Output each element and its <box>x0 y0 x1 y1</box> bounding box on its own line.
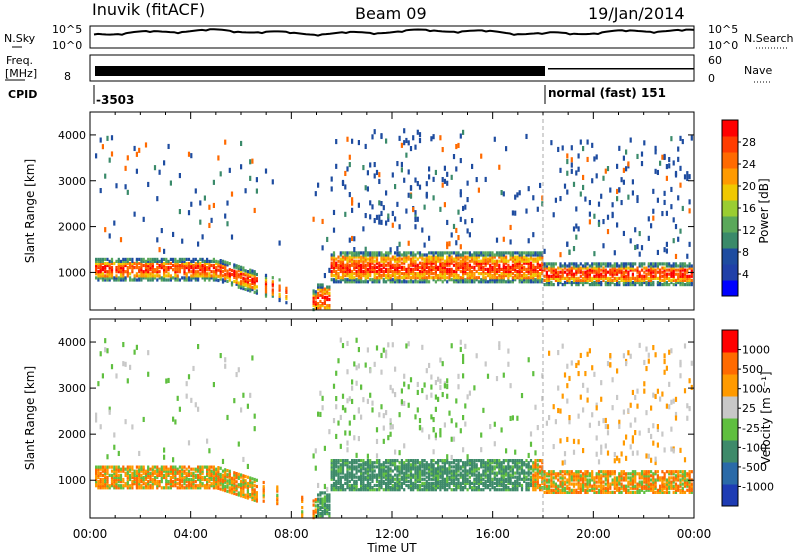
x-tick-label: 16:00 <box>475 527 510 541</box>
nsky-label: N.Sky <box>4 32 36 45</box>
colorbar-tick-label: 24 <box>742 158 756 171</box>
colorbar-tick-label: 8 <box>742 246 749 259</box>
colorbar-tick-label: 500 <box>742 363 763 376</box>
x-tick-label: 20:00 <box>576 527 611 541</box>
colorbar-tick-label: -25 <box>742 422 760 435</box>
cpid-right: normal (fast) 151 <box>548 86 666 100</box>
y-tick-label: 1000 <box>58 266 86 279</box>
nave-label: Nave <box>744 64 772 77</box>
colorbar-segment <box>722 374 738 397</box>
colorbar-tick-label: 20 <box>742 180 756 193</box>
station-title: Inuvik (fitACF) <box>92 0 205 19</box>
velocity-colorbar: 1000 500 100 25 -25 -100 -500 -1000 <box>721 329 774 507</box>
y-tick-label: 2000 <box>58 221 86 234</box>
x-tick-label: 04:00 <box>173 527 208 541</box>
colorbar-segment <box>722 216 738 233</box>
y-tick-label: 2000 <box>58 428 86 441</box>
power-data <box>95 112 693 312</box>
nave-tick-top: 60 <box>708 54 722 67</box>
y-tick-label: 1000 <box>58 474 86 487</box>
colorbar-segment <box>722 184 738 201</box>
colorbar-tick-label: 4 <box>742 268 749 281</box>
colorbar-segment <box>722 232 738 249</box>
freq-label-1: Freq. <box>6 54 33 67</box>
velocity-ylabel: Slant Range [km] <box>23 366 37 470</box>
nave-tick-bottom: 0 <box>708 72 715 85</box>
nsky-tick-top: 10^5 <box>52 23 82 36</box>
colorbar-segment <box>722 136 738 153</box>
y-tick-label: 4000 <box>58 336 86 349</box>
colorbar-tick-label: 25 <box>742 402 756 415</box>
cpid-row: CPID -3503 normal (fast) 151 <box>8 85 666 107</box>
colorbar-segment <box>722 152 738 169</box>
power-colorbar-label: Power [dB] <box>757 178 771 243</box>
nsky-panel: N.Sky 10^5 10^0 10^5 10^0 N.Search <box>4 23 794 52</box>
velocity-colorbar-label: Velocity [m s⁻¹] <box>759 371 773 464</box>
freq-panel: Freq. [MHz] 8 60 0 Nave <box>5 54 772 85</box>
colorbar-segment <box>722 352 738 375</box>
freq-label-2: [MHz] <box>5 67 37 80</box>
date-title: 19/Jan/2014 <box>588 4 685 23</box>
nsky-trace <box>93 28 695 37</box>
cpid-left: -3503 <box>96 93 134 107</box>
velocity-x-ticks <box>89 319 695 518</box>
freq-trace-left <box>95 66 545 76</box>
colorbar-tick-label: 28 <box>742 136 756 149</box>
y-tick-label: 3000 <box>58 382 86 395</box>
colorbar-segment <box>722 120 738 137</box>
power-colorbar: 28 24 20 16 12 8 4 <box>721 119 756 297</box>
nsky-tick-bottom: 10^0 <box>52 39 82 52</box>
colorbar-segment <box>722 418 738 441</box>
colorbar-tick-label: 12 <box>742 224 756 237</box>
freq-trace-right <box>548 68 694 70</box>
colorbar-segment <box>722 396 738 419</box>
x-axis-title: Time UT <box>366 541 417 554</box>
x-tick-label: 12:00 <box>375 527 410 541</box>
colorbar-tick-label: 100 <box>742 383 763 396</box>
nsearch-tick-top: 10^5 <box>708 23 738 36</box>
velocity-data <box>95 319 693 520</box>
x-tick-label: 00:00 <box>73 527 108 541</box>
colorbar-tick-label: -1000 <box>742 480 774 493</box>
power-panel: 4000 3000 2000 1000 Slant Range [km] 28 24 20… <box>23 111 771 312</box>
power-ylabel: Slant Range [km] <box>23 159 37 263</box>
x-tick-label: 00:00 <box>677 527 712 541</box>
power-y-axis: 4000 3000 2000 1000 <box>58 129 694 279</box>
y-tick-label: 4000 <box>58 129 86 142</box>
colorbar-segment <box>722 264 738 281</box>
colorbar-tick-label: 1000 <box>742 344 770 357</box>
colorbar-tick-label: 16 <box>742 202 756 215</box>
nsearch-tick-bottom: 10^0 <box>708 39 738 52</box>
colorbar-segment <box>722 484 738 507</box>
colorbar-segment <box>722 462 738 485</box>
x-tick-labels: 00:00 04:00 08:00 12:00 16:00 20:00 00:00 <box>73 527 712 541</box>
colorbar-segment <box>722 200 738 217</box>
colorbar-segment <box>722 330 738 353</box>
colorbar-segment <box>722 280 738 297</box>
power-x-ticks <box>89 112 695 310</box>
colorbar-segment <box>722 440 738 463</box>
colorbar-tick-label: -100 <box>742 441 767 454</box>
y-tick-label: 3000 <box>58 175 86 188</box>
colorbar-segment <box>722 248 738 265</box>
beam-title: Beam 09 <box>355 4 427 23</box>
colorbar-tick-label: -500 <box>742 461 767 474</box>
velocity-y-axis: 4000 3000 2000 1000 <box>58 336 694 487</box>
x-tick-label: 08:00 <box>274 527 309 541</box>
freq-tick: 8 <box>64 70 71 83</box>
colorbar-segment <box>722 168 738 185</box>
nsearch-label: N.Search <box>744 32 794 45</box>
velocity-panel: 4000 3000 2000 1000 Slant Range [km] 1000 50… <box>23 318 774 520</box>
cpid-label: CPID <box>8 88 37 101</box>
